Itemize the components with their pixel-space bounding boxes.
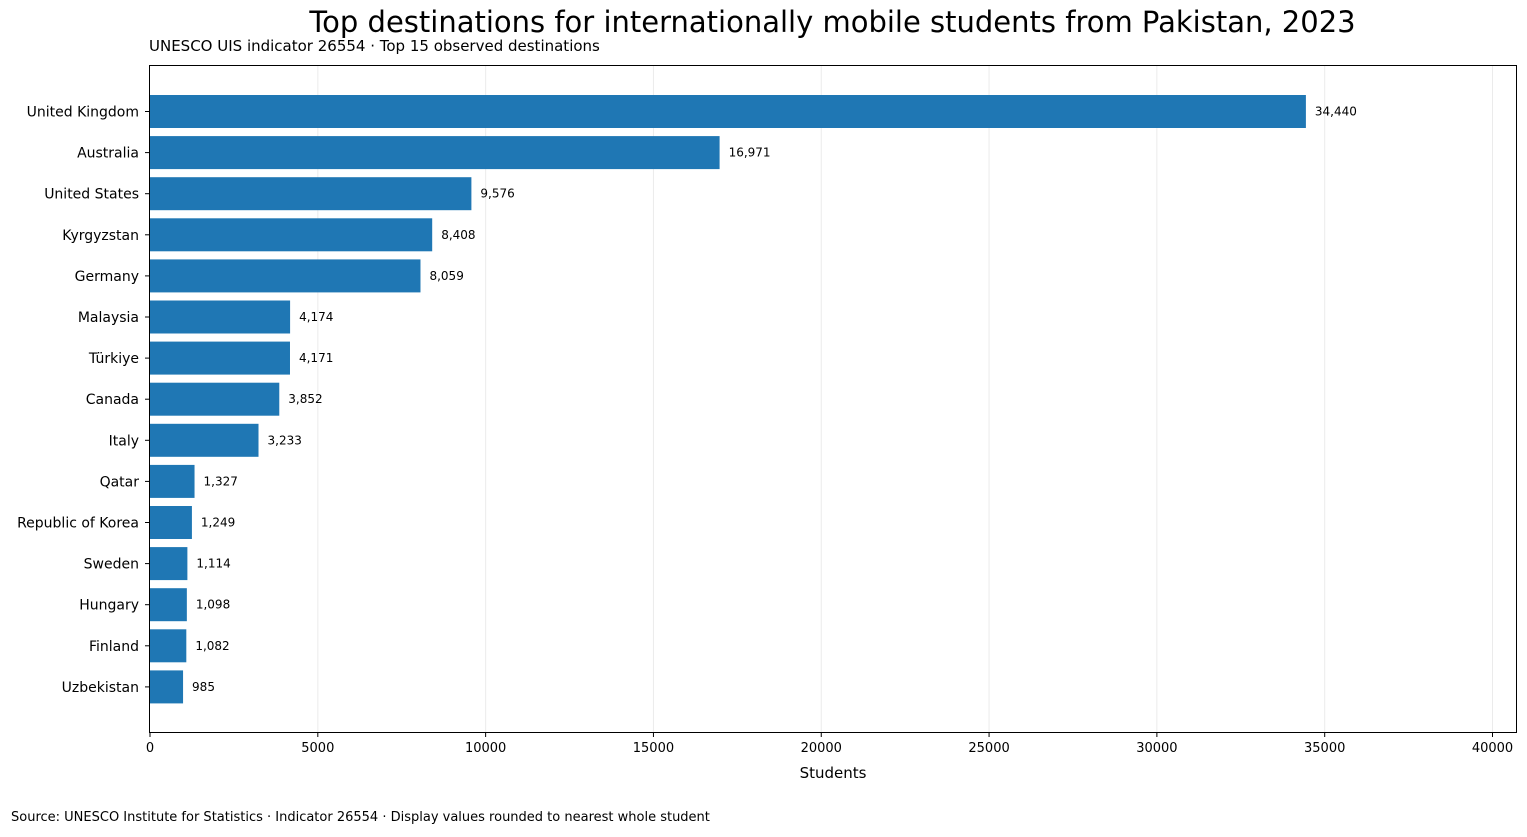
bar bbox=[150, 670, 184, 704]
category-label: United States bbox=[44, 187, 139, 203]
bar bbox=[150, 300, 291, 334]
category-label: Qatar bbox=[100, 474, 140, 490]
x-tick-label: 40000 bbox=[1472, 741, 1513, 756]
value-label: 3,852 bbox=[288, 392, 322, 406]
value-label: 1,249 bbox=[201, 516, 235, 530]
category-label: Hungary bbox=[79, 598, 139, 614]
category-label: Uzbekistan bbox=[62, 680, 139, 696]
value-label: 3,233 bbox=[268, 433, 302, 447]
category-label: Malaysia bbox=[78, 310, 139, 326]
category-label: Italy bbox=[109, 433, 139, 449]
x-tick-label: 20000 bbox=[801, 741, 842, 756]
value-label: 1,098 bbox=[196, 598, 230, 612]
bar bbox=[150, 177, 472, 211]
category-label: United Kingdom bbox=[27, 105, 139, 121]
value-label: 1,082 bbox=[195, 639, 229, 653]
bar bbox=[150, 218, 433, 252]
value-label: 4,174 bbox=[299, 310, 333, 324]
value-label: 9,576 bbox=[480, 187, 514, 201]
bar bbox=[150, 136, 720, 170]
bar-layer: 34,440 16,971 9,576 8,408 8,059 4,174 4,171 3,8… bbox=[150, 95, 1357, 704]
bar bbox=[150, 423, 259, 457]
value-label: 8,408 bbox=[441, 228, 475, 242]
x-tick-label: 0 bbox=[146, 741, 154, 756]
bar bbox=[150, 588, 187, 622]
category-label: Kyrgyzstan bbox=[62, 228, 139, 244]
grid-layer bbox=[317, 66, 1494, 732]
bar-chart: 34,440 16,971 9,576 8,408 8,059 4,174 4,171 3,8… bbox=[17, 65, 1517, 782]
value-label: 985 bbox=[192, 680, 215, 694]
value-label: 4,171 bbox=[299, 351, 333, 365]
x-tick-label: 25000 bbox=[968, 741, 1009, 756]
bar bbox=[150, 547, 188, 581]
category-label: Finland bbox=[89, 639, 139, 655]
x-tick-label: 15000 bbox=[633, 741, 674, 756]
category-label: Germany bbox=[75, 269, 139, 285]
value-label: 34,440 bbox=[1315, 105, 1357, 119]
chart-subtitle: UNESCO UIS indicator 26554 · Top 15 obse… bbox=[149, 37, 600, 55]
bar bbox=[150, 506, 192, 539]
category-label: Australia bbox=[77, 146, 139, 162]
x-axis-label: Students bbox=[800, 764, 867, 782]
x-tick-label: 5000 bbox=[301, 741, 334, 756]
bar bbox=[150, 382, 280, 416]
value-label: 16,971 bbox=[729, 146, 771, 160]
bar bbox=[150, 629, 187, 663]
bar bbox=[150, 259, 421, 293]
bar bbox=[150, 95, 1306, 128]
category-label: Republic of Korea bbox=[17, 516, 139, 532]
x-tick-label: 10000 bbox=[465, 741, 506, 756]
x-tick-label: 30000 bbox=[1136, 741, 1177, 756]
bar bbox=[150, 464, 195, 498]
category-label: Canada bbox=[86, 392, 139, 408]
value-label: 1,327 bbox=[204, 474, 238, 488]
category-label: Sweden bbox=[84, 557, 139, 573]
x-tick-label: 35000 bbox=[1304, 741, 1345, 756]
axis-layer: 0 5000 10000 15000 20000 25000 30000 35000 40000… bbox=[17, 105, 1513, 757]
category-label: Türkiye bbox=[88, 351, 139, 367]
source-note: Source: UNESCO Institute for Statistics … bbox=[11, 810, 710, 825]
value-label: 1,114 bbox=[196, 557, 230, 571]
chart-title: Top destinations for internationally mob… bbox=[309, 5, 1356, 39]
value-label: 8,059 bbox=[429, 269, 463, 283]
bar bbox=[150, 341, 290, 375]
